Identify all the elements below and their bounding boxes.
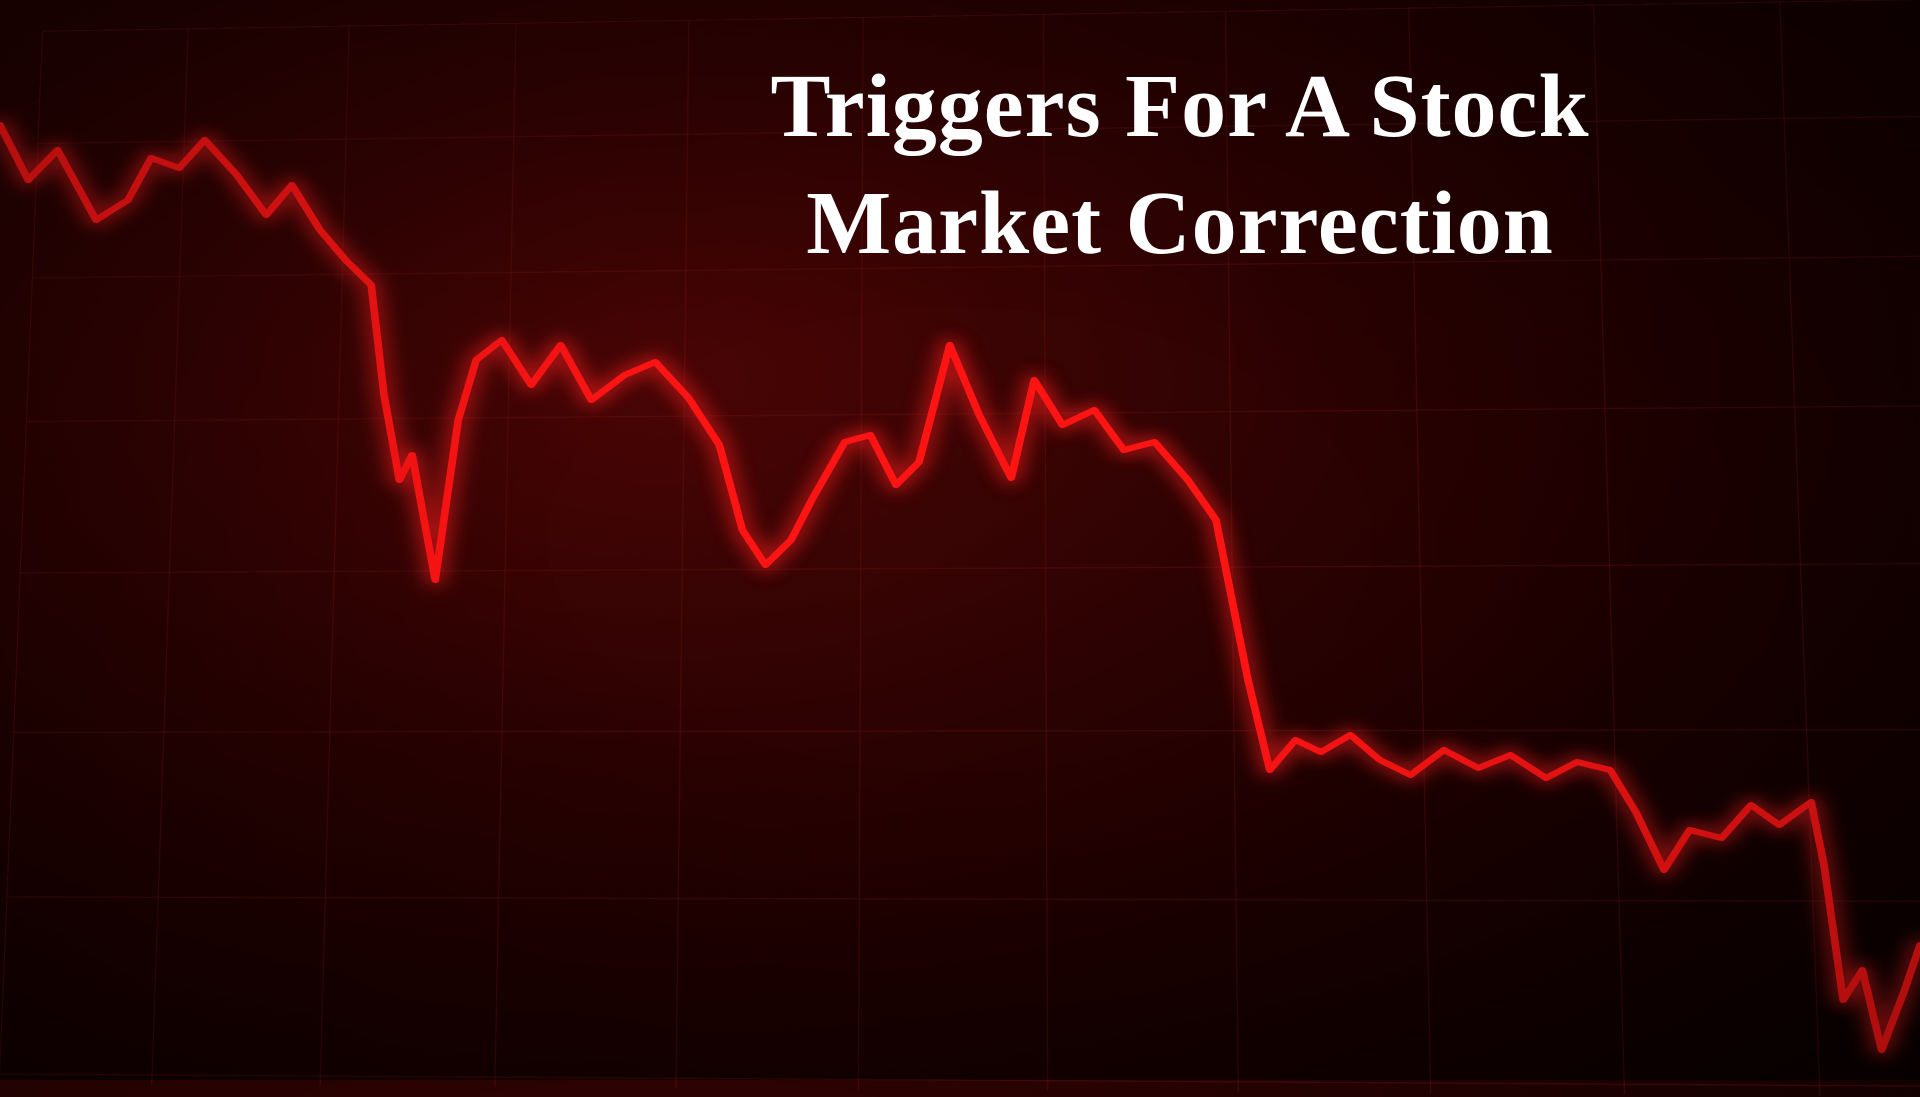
title-text: Triggers For A Stock Market Correction [520,48,1840,282]
title-line-2: Market Correction [806,174,1554,273]
title-container: Triggers For A Stock Market Correction [520,48,1840,282]
title-line-1: Triggers For A Stock [770,57,1589,156]
